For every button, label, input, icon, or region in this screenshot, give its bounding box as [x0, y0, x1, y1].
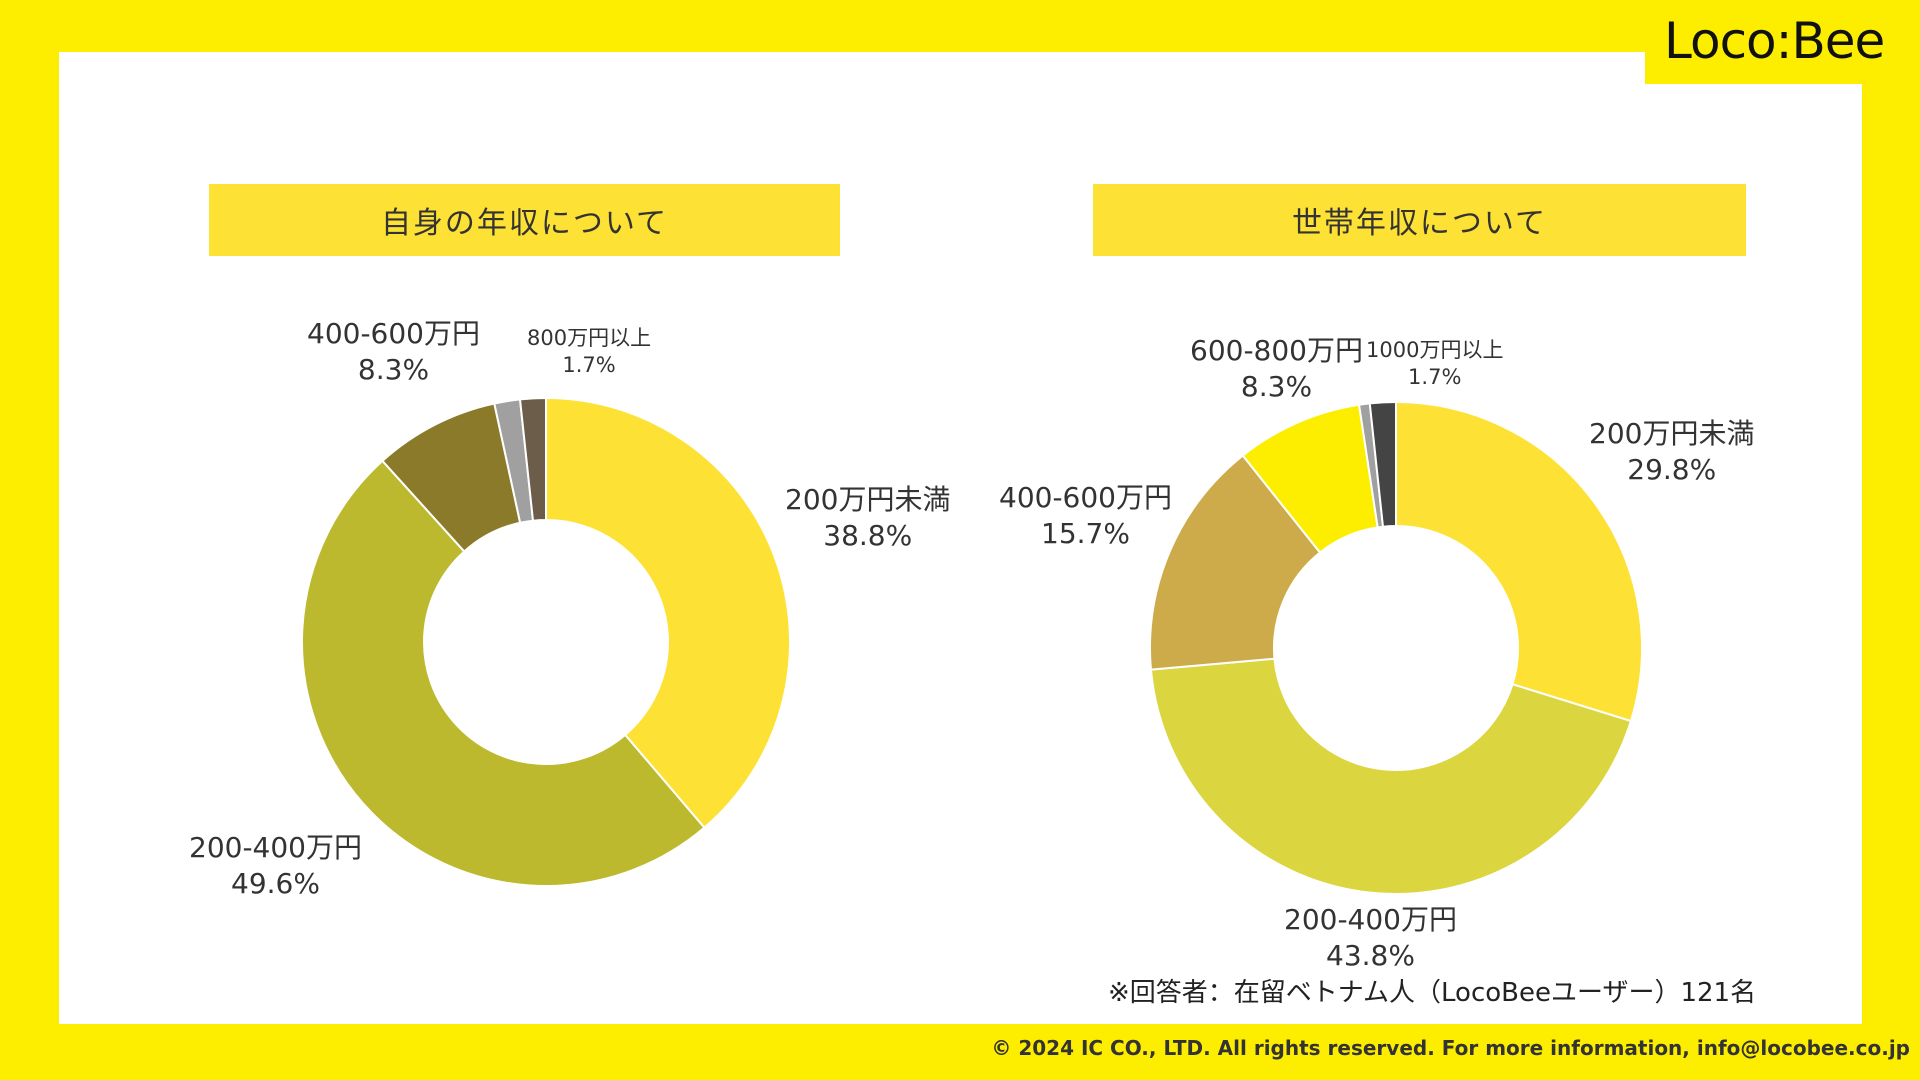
slice-name: 600-800万円: [1190, 334, 1363, 367]
slice-value: 49.6%: [231, 867, 320, 901]
chart-title-household-income: 世帯年収について: [1093, 184, 1746, 256]
donut-household-income: [1149, 400, 1643, 896]
copyright-footer: © 2024 IC CO., LTD. All rights reserved.…: [991, 1036, 1910, 1060]
slice-label-left-2: 400-600万円 8.3%: [307, 316, 480, 389]
slice-label-left-1: 200-400万円 49.6%: [189, 830, 362, 903]
slice-label-right-1: 200-400万円 43.8%: [1284, 902, 1457, 975]
slice-name: 200万円未満: [785, 483, 951, 516]
slice-name: 800万円以上: [527, 326, 652, 350]
slice-value: 1.7%: [1408, 365, 1462, 390]
slice-value: 43.8%: [1326, 939, 1415, 973]
slice-name: 200-400万円: [1284, 903, 1457, 936]
slice-label-right-3: 600-800万円 8.3%: [1190, 333, 1363, 406]
donut-slice-0-4: [518, 396, 547, 522]
slice-label-left-0: 200万円未満 38.8%: [785, 482, 950, 555]
donut-slice-1-5: [1368, 400, 1397, 528]
donut-slice-1-2: [1149, 454, 1322, 671]
donut-slice-1-0: [1395, 400, 1643, 723]
logo-box: [1645, 0, 1920, 84]
donut-slice-0-1: [301, 459, 706, 887]
slice-label-right-2: 400-600万円 15.7%: [999, 480, 1172, 553]
respondent-note: ※回答者：在留ベトナム人（LocoBeeユーザー）121名: [1108, 978, 1757, 1008]
slice-name: 1000万円以上: [1366, 338, 1504, 362]
locobee-logo: Loco:Bee: [1664, 12, 1885, 70]
slice-label-right-0: 200万円未満 29.8%: [1589, 416, 1754, 489]
slice-name: 200万円未満: [1589, 417, 1755, 450]
slice-name: 400-600万円: [999, 481, 1172, 514]
donut-slice-1-1: [1149, 657, 1633, 896]
slice-label-right-5: 1000万円以上 1.7%: [1366, 337, 1503, 392]
slice-value: 15.7%: [1041, 517, 1130, 551]
slice-value: 8.3%: [357, 353, 430, 387]
slice-name: 400-600万円: [307, 317, 480, 350]
chart-title-personal-income: 自身の年収について: [209, 184, 840, 256]
slice-value: 29.8%: [1627, 453, 1717, 487]
donut-personal-income: [301, 396, 791, 887]
donut-slice-0-0: [545, 396, 791, 830]
slice-label-left-4: 800万円以上 1.7%: [527, 325, 651, 380]
slice-name: 200-400万円: [189, 831, 362, 864]
slice-value: 38.8%: [823, 519, 913, 553]
slice-value: 1.7%: [562, 353, 616, 378]
slice-value: 8.3%: [1240, 370, 1313, 404]
